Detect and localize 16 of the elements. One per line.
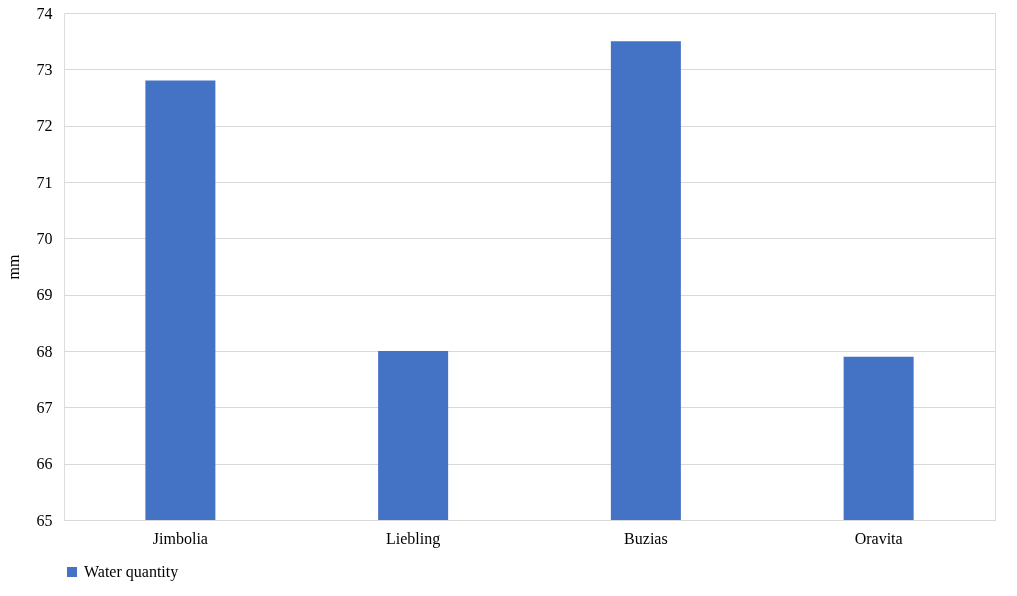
y-tick-label: 67 (36, 398, 53, 416)
legend-label: Water quantity (84, 563, 179, 581)
y-tick-label: 74 (36, 4, 53, 22)
x-tick-label: Oravita (854, 529, 903, 547)
y-tick-label: 65 (36, 511, 53, 529)
x-tick-label: Buzias (624, 529, 668, 547)
y-tick-label: 69 (36, 286, 53, 304)
y-axis-title: mm (4, 254, 22, 280)
y-tick-label: 70 (36, 229, 53, 247)
y-tick-label: 71 (36, 173, 53, 191)
y-tick-label: 73 (36, 60, 53, 78)
y-tick-label: 72 (36, 117, 53, 135)
y-tick-label: 66 (36, 455, 53, 473)
x-tick-label: Liebling (386, 529, 441, 548)
y-tick-label: 68 (36, 342, 53, 360)
x-tick-label: Jimbolia (152, 529, 208, 547)
